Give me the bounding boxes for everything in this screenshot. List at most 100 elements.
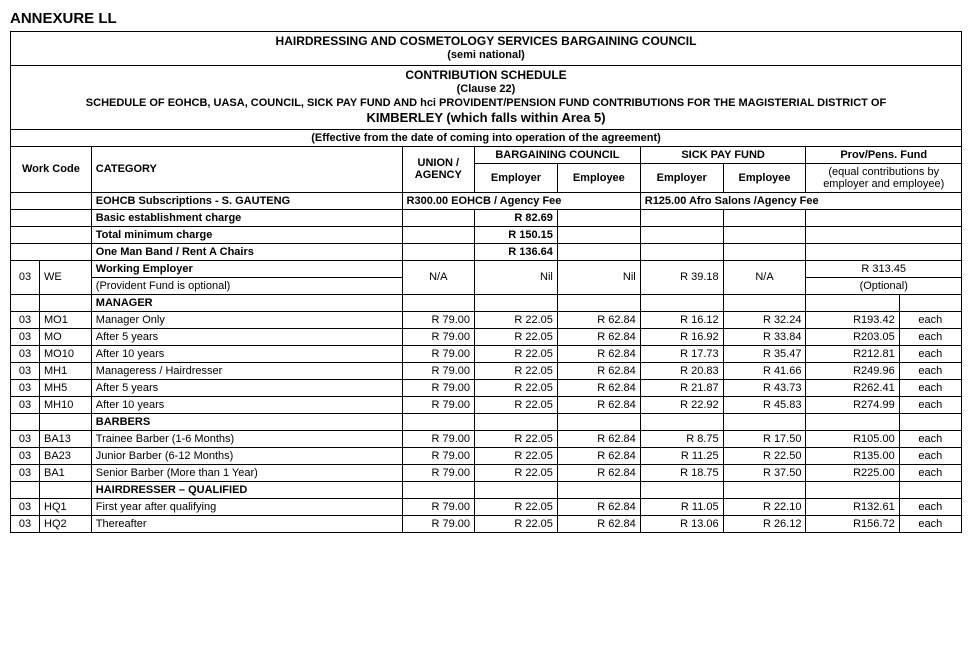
each-cell: each: [899, 328, 961, 345]
sp-employee-cell: R 33.84: [723, 328, 806, 345]
blank-cell: [723, 294, 806, 311]
subs-fee2: R125.00 Afro Salons /Agency Fee: [640, 192, 961, 209]
blank-cell: [806, 294, 899, 311]
blank-cell: [402, 294, 475, 311]
code-cell: HQ1: [40, 498, 92, 515]
basic-label: Basic establishment charge: [91, 209, 402, 226]
code-cell: MH5: [40, 379, 92, 396]
we-bc-employee: Nil: [557, 260, 640, 294]
bc-employer-cell: R 22.05: [475, 447, 558, 464]
blank-cell: [640, 226, 723, 243]
blank-cell: [557, 243, 640, 260]
union-cell: R 79.00: [402, 515, 475, 532]
prov-cell: R132.61: [806, 498, 899, 515]
bc-employer-cell: R 22.05: [475, 379, 558, 396]
sp-employee-cell: R 41.66: [723, 362, 806, 379]
code-cell: MO10: [40, 345, 92, 362]
we-sp-employer: R 39.18: [640, 260, 723, 294]
blank-cell: [806, 413, 899, 430]
table-row: 03MOAfter 5 yearsR 79.00R 22.05R 62.84R …: [11, 328, 962, 345]
table-row: 03MH10After 10 yearsR 79.00R 22.05R 62.8…: [11, 396, 962, 413]
code-cell: MH1: [40, 362, 92, 379]
zone-cell: 03: [11, 464, 40, 481]
we-bc-employer: Nil: [475, 260, 558, 294]
prov-cell: R262.41: [806, 379, 899, 396]
we-zone: 03: [11, 260, 40, 294]
sp-employer-cell: R 17.73: [640, 345, 723, 362]
sp-employer-cell: R 11.05: [640, 498, 723, 515]
bc-employee-cell: R 62.84: [557, 498, 640, 515]
blank-cell: [40, 413, 92, 430]
bc-employer-cell: R 22.05: [475, 515, 558, 532]
col-bc-employer: Employer: [475, 163, 558, 192]
sp-employee-cell: R 43.73: [723, 379, 806, 396]
effective-row: (Effective from the date of coming into …: [11, 129, 962, 146]
blank-cell: [475, 481, 558, 498]
bc-employee-cell: R 62.84: [557, 379, 640, 396]
we-prov-val: R 313.45: [806, 260, 962, 277]
each-cell: each: [899, 311, 961, 328]
we-sp-employee: N/A: [723, 260, 806, 294]
totalmin-val: R 150.15: [475, 226, 558, 243]
bc-employee-cell: R 62.84: [557, 362, 640, 379]
sp-employer-cell: R 16.12: [640, 311, 723, 328]
subs-fee1: R300.00 EOHCB / Agency Fee: [402, 192, 640, 209]
sp-employer-cell: R 20.83: [640, 362, 723, 379]
col-sp-employer: Employer: [640, 163, 723, 192]
zone-cell: 03: [11, 362, 40, 379]
bc-employee-cell: R 62.84: [557, 430, 640, 447]
zone-cell: 03: [11, 430, 40, 447]
union-cell: R 79.00: [402, 396, 475, 413]
sp-employer-cell: R 22.92: [640, 396, 723, 413]
blank-cell: [899, 413, 961, 430]
bc-employee-cell: R 62.84: [557, 345, 640, 362]
blank-cell: [11, 413, 40, 430]
totalmin-label: Total minimum charge: [91, 226, 402, 243]
prov-cell: R203.05: [806, 328, 899, 345]
category-cell: After 10 years: [91, 345, 402, 362]
sp-employer-cell: R 13.06: [640, 515, 723, 532]
zone-cell: 03: [11, 447, 40, 464]
blank-cell: [640, 481, 723, 498]
blank-cell: [402, 209, 475, 226]
we-label2: (Provident Fund is optional): [91, 277, 402, 294]
sp-employer-cell: R 16.92: [640, 328, 723, 345]
header-block-1: HAIRDRESSING AND COSMETOLOGY SERVICES BA…: [11, 32, 962, 66]
zone-cell: 03: [11, 498, 40, 515]
blank-cell: [557, 294, 640, 311]
blank-cell: [402, 481, 475, 498]
prov-cell: R225.00: [806, 464, 899, 481]
col-sickpay: SICK PAY FUND: [640, 146, 806, 163]
schedule-title: CONTRIBUTION SCHEDULE: [15, 68, 957, 83]
col-sp-employee: Employee: [723, 163, 806, 192]
blank-cell: [11, 243, 92, 260]
bc-employee-cell: R 62.84: [557, 447, 640, 464]
zone-cell: 03: [11, 396, 40, 413]
each-cell: each: [899, 396, 961, 413]
each-cell: each: [899, 362, 961, 379]
bc-employer-cell: R 22.05: [475, 430, 558, 447]
bc-employer-cell: R 22.05: [475, 362, 558, 379]
col-bc-employee: Employee: [557, 163, 640, 192]
code-cell: BA1: [40, 464, 92, 481]
we-prov-note: (Optional): [806, 277, 962, 294]
table-row: 03BA23Junior Barber (6-12 Months)R 79.00…: [11, 447, 962, 464]
col-provfund: Prov/Pens. Fund: [806, 146, 962, 163]
sp-employee-cell: R 32.24: [723, 311, 806, 328]
blank-cell: [640, 413, 723, 430]
blank-cell: [402, 413, 475, 430]
oneman-label: One Man Band / Rent A Chairs: [91, 243, 402, 260]
prov-cell: R193.42: [806, 311, 899, 328]
category-cell: After 10 years: [91, 396, 402, 413]
table-row: 03MO1Manager OnlyR 79.00R 22.05R 62.84R …: [11, 311, 962, 328]
clause: (Clause 22): [15, 83, 957, 97]
each-cell: each: [899, 447, 961, 464]
code-cell: BA13: [40, 430, 92, 447]
bc-employee-cell: R 62.84: [557, 515, 640, 532]
union-cell: R 79.00: [402, 379, 475, 396]
blank-cell: [806, 209, 962, 226]
we-union: N/A: [402, 260, 475, 294]
prov-cell: R212.81: [806, 345, 899, 362]
code-cell: MH10: [40, 396, 92, 413]
blank-cell: [40, 294, 92, 311]
